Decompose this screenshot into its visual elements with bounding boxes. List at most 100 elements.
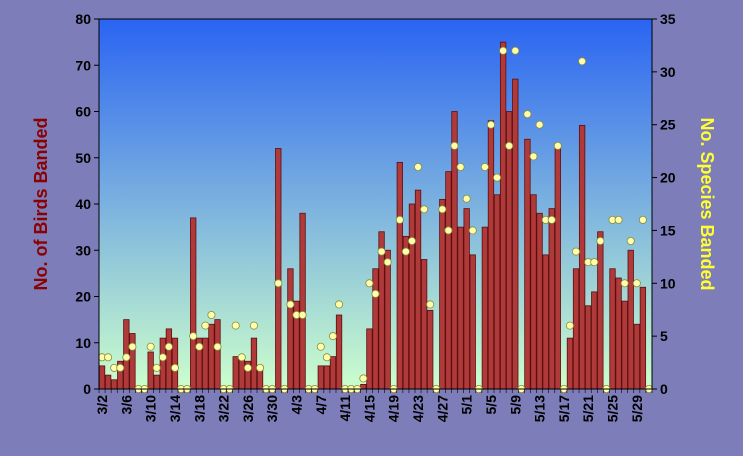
tick-label-x-5/29: 5/29 bbox=[629, 395, 645, 422]
marker-species-4/28 bbox=[444, 226, 453, 235]
tick-label-x-5/17: 5/17 bbox=[556, 395, 572, 422]
tick-label-x-4/19: 4/19 bbox=[386, 395, 402, 422]
bar-birds-5/5 bbox=[487, 120, 495, 390]
bar-birds-5/1 bbox=[463, 208, 470, 390]
marker-species-4/15 bbox=[365, 279, 374, 288]
tick-label-x-3/26: 3/26 bbox=[240, 395, 256, 422]
bar-birds-5/14 bbox=[542, 254, 549, 390]
bar-birds-5/27 bbox=[621, 300, 628, 390]
tick-label-left-80: 80 bbox=[75, 11, 91, 27]
marker-species-3/12 bbox=[158, 353, 167, 362]
marker-species-4/23 bbox=[414, 162, 423, 171]
bar-birds-3/2 bbox=[98, 365, 106, 390]
marker-species-5/7 bbox=[499, 46, 508, 55]
bar-birds-4/8 bbox=[323, 365, 331, 390]
tick-label-x-3/14: 3/14 bbox=[167, 395, 183, 422]
bar-birds-5/25 bbox=[609, 268, 616, 390]
marker-species-4/2 bbox=[286, 300, 295, 309]
marker-species-5/15 bbox=[547, 215, 556, 224]
marker-species-4/10 bbox=[335, 300, 344, 309]
marker-species-4/22 bbox=[407, 236, 416, 245]
bar-birds-4/29 bbox=[451, 111, 458, 390]
tick-label-right-5: 5 bbox=[660, 328, 668, 344]
bar-birds-5/18 bbox=[566, 337, 574, 390]
tick-label-x-5/25: 5/25 bbox=[605, 395, 621, 422]
bar-birds-4/4 bbox=[299, 212, 306, 390]
bar-birds-4/16 bbox=[372, 268, 379, 390]
marker-species-3/14 bbox=[170, 363, 179, 372]
marker-species-3/31 bbox=[274, 279, 283, 288]
tick-label-right-10: 10 bbox=[660, 275, 676, 291]
bar-birds-3/13 bbox=[165, 328, 173, 390]
marker-species-4/17 bbox=[377, 247, 386, 256]
marker-species-3/7 bbox=[128, 342, 137, 351]
tick-label-x-4/23: 4/23 bbox=[410, 395, 426, 422]
bar-birds-4/24 bbox=[420, 259, 428, 390]
bar-birds-3/25 bbox=[238, 356, 245, 390]
marker-species-3/19 bbox=[201, 321, 210, 330]
bar-birds-3/7 bbox=[129, 333, 136, 390]
tick-label-x-5/21: 5/21 bbox=[580, 395, 596, 422]
tick-label-right-25: 25 bbox=[660, 117, 676, 133]
marker-species-5/6 bbox=[493, 173, 502, 182]
marker-species-3/20 bbox=[207, 310, 216, 319]
bar-birds-5/26 bbox=[615, 277, 622, 390]
bar-birds-5/15 bbox=[548, 208, 555, 390]
tick-label-right-20: 20 bbox=[660, 170, 676, 186]
tick-label-x-3/30: 3/30 bbox=[264, 395, 280, 422]
bar-birds-5/29 bbox=[633, 323, 640, 390]
tick-label-x-4/27: 4/27 bbox=[434, 395, 450, 422]
marker-species-5/4 bbox=[480, 162, 489, 171]
bar-birds-4/27 bbox=[439, 198, 446, 390]
bar-birds-4/23 bbox=[414, 189, 422, 390]
tick-label-x-3/22: 3/22 bbox=[216, 395, 232, 422]
marker-species-5/19 bbox=[572, 247, 581, 256]
bar-birds-5/28 bbox=[627, 249, 634, 390]
marker-species-5/12 bbox=[529, 152, 538, 161]
bar-birds-5/2 bbox=[469, 254, 476, 390]
bar-birds-4/25 bbox=[427, 309, 434, 390]
marker-species-5/11 bbox=[523, 110, 532, 119]
tick-label-x-3/6: 3/6 bbox=[118, 395, 134, 415]
bar-birds-5/11 bbox=[524, 138, 531, 390]
y-axis-label-left: No. of Birds Banded bbox=[31, 117, 51, 290]
tick-label-left-30: 30 bbox=[75, 242, 91, 258]
axes-layer: 0 10 20 30 40 50 60 70 80 0 5 10 15 20 25 30 35 3/2 3/6 3/1… bbox=[75, 11, 675, 422]
bar-birds-4/15 bbox=[366, 328, 373, 390]
bar-birds-5/13 bbox=[536, 212, 543, 390]
y-axis-label-right: No. Species Banded bbox=[697, 117, 717, 290]
marker-species-3/24 bbox=[231, 321, 240, 330]
marker-species-4/16 bbox=[371, 289, 380, 298]
marker-species-5/30 bbox=[638, 215, 647, 224]
marker-species-3/25 bbox=[237, 353, 246, 362]
bar-birds-3/10 bbox=[147, 351, 154, 390]
marker-species-4/9 bbox=[328, 332, 337, 341]
tick-label-x-4/7: 4/7 bbox=[313, 395, 329, 415]
bar-birds-4/2 bbox=[287, 268, 294, 390]
marker-species-4/14 bbox=[359, 374, 368, 383]
tick-label-left-60: 60 bbox=[75, 104, 91, 120]
bar-birds-3/20 bbox=[208, 323, 215, 390]
marker-species-5/28 bbox=[626, 236, 635, 245]
marker-species-4/24 bbox=[420, 205, 429, 214]
tick-label-left-50: 50 bbox=[75, 150, 91, 166]
marker-species-4/30 bbox=[456, 162, 465, 171]
marker-species-3/13 bbox=[164, 342, 173, 351]
bar-birds-4/7 bbox=[317, 365, 324, 390]
marker-species-5/16 bbox=[553, 141, 562, 150]
marker-species-4/29 bbox=[450, 141, 459, 150]
marker-species-3/6 bbox=[122, 353, 131, 362]
marker-species-5/18 bbox=[565, 321, 574, 330]
marker-species-4/18 bbox=[383, 258, 392, 267]
marker-species-5/8 bbox=[505, 141, 514, 150]
tick-label-left-10: 10 bbox=[75, 335, 91, 351]
bar-birds-4/21 bbox=[402, 235, 410, 390]
tick-label-right-0: 0 bbox=[660, 381, 668, 397]
bar-birds-3/31 bbox=[275, 148, 282, 390]
tick-label-left-20: 20 bbox=[75, 289, 91, 305]
marker-species-5/1 bbox=[462, 194, 471, 203]
bar-birds-4/22 bbox=[408, 203, 416, 390]
marker-species-5/27 bbox=[620, 279, 629, 288]
bar-birds-5/6 bbox=[493, 194, 501, 390]
marker-species-3/28 bbox=[256, 363, 265, 372]
